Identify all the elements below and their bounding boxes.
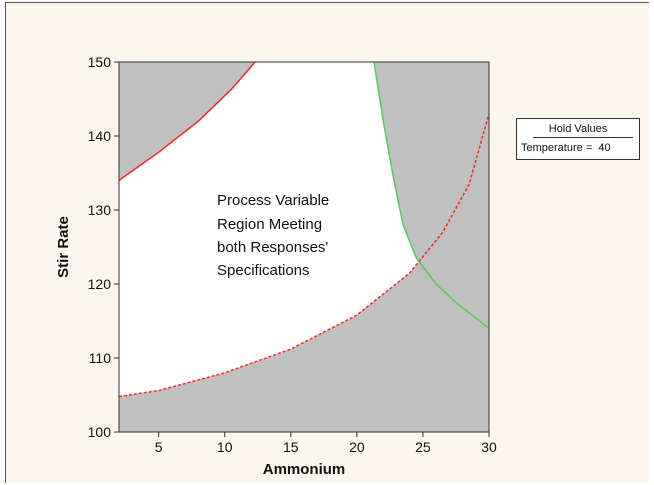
legend-entry-value: 40 <box>598 142 611 154</box>
red-dashed-contour <box>119 113 489 398</box>
region-annotation: Process Variable Region Meeting both Res… <box>217 192 329 279</box>
y-tick-label: 110 <box>89 350 112 366</box>
red-solid-contour <box>119 62 256 182</box>
y-tick-label: 150 <box>88 54 112 70</box>
x-tick-label: 30 <box>481 439 497 455</box>
annotation-line-2: Region Meeting <box>217 216 322 233</box>
legend-divider <box>533 137 633 138</box>
y-tick-label: 140 <box>88 128 112 144</box>
legend-title: Hold Values <box>548 123 608 135</box>
hold-values-legend: Hold Values Temperature = 40 <box>516 118 640 160</box>
x-tick-label: 25 <box>415 439 431 455</box>
legend-entry-label: Temperature <box>521 142 583 154</box>
green-contour <box>373 62 489 329</box>
x-tick-label: 10 <box>217 439 233 455</box>
annotation-line-4: Specifications <box>217 262 310 279</box>
y-tick-label: 130 <box>88 202 112 218</box>
infeasible-region-top-left <box>119 62 256 181</box>
x-tick-label: 5 <box>155 439 163 455</box>
legend-entry-temperature: Temperature = 40 <box>521 142 611 154</box>
plot-border <box>118 61 490 433</box>
y-axis-ticks: 100 110 120 130 140 150 <box>88 54 119 440</box>
x-axis-title: Ammonium <box>263 461 346 478</box>
x-tick-label: 20 <box>349 439 365 455</box>
y-tick-label: 100 <box>88 424 112 440</box>
annotation-line-1: Process Variable <box>217 192 329 209</box>
infeasible-region-bottom <box>119 113 489 432</box>
annotation-line-3: both Responses' <box>217 239 328 256</box>
x-axis-ticks: 5 10 15 20 25 30 <box>155 432 497 455</box>
x-tick-label: 15 <box>283 439 299 455</box>
y-tick-label: 120 <box>88 276 112 292</box>
y-axis-title: Stir Rate <box>55 216 72 278</box>
